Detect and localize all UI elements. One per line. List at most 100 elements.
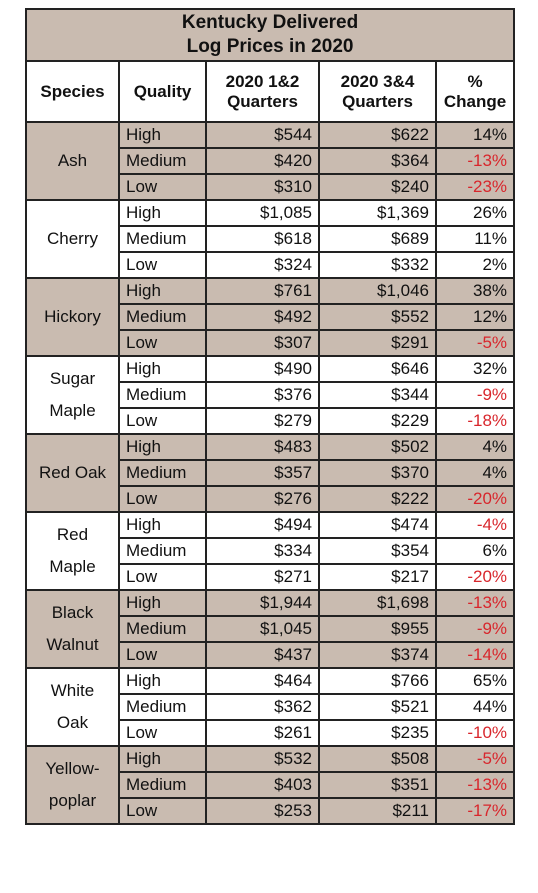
- value-cell: $1,046: [318, 277, 437, 305]
- text-line: Red: [56, 525, 89, 544]
- quality-cell: Low: [118, 251, 207, 279]
- quality-cell: Low: [118, 797, 207, 825]
- text-line: Ash: [57, 151, 88, 170]
- data-row: Low $271 $217 -20%: [26, 563, 516, 591]
- value-cell: $544: [205, 121, 320, 149]
- text-line: Sugar: [49, 369, 96, 388]
- value-cell: $483: [205, 433, 320, 461]
- text-line: Black: [51, 603, 94, 622]
- quality-cell: High: [118, 355, 207, 383]
- value-cell: $1,369: [318, 199, 437, 227]
- text-line: Quality: [133, 81, 192, 101]
- price-table: Kentucky Delivered Log Prices in 2020 Spec…: [24, 8, 516, 825]
- value-cell: -5%: [434, 329, 516, 357]
- text-line: Change: [443, 91, 507, 111]
- value-cell: $494: [205, 511, 320, 539]
- value-cell: $1,085: [205, 199, 320, 227]
- value-cell: $374: [318, 641, 437, 669]
- value-cell: 4%: [434, 459, 516, 487]
- header-cell: Quality: [118, 60, 207, 123]
- title: Kentucky Delivered Log Prices in 2020: [24, 8, 516, 62]
- value-cell: -4%: [434, 511, 516, 539]
- data-row: White Oak High $464 $766 65%: [25, 667, 516, 747]
- text-line: Maple: [49, 401, 96, 420]
- value-cell: $332: [318, 251, 437, 279]
- data-row: Low $307 $291 -5%: [26, 329, 516, 357]
- value-cell: $324: [205, 251, 320, 279]
- value-cell: $271: [205, 563, 320, 591]
- text-line: %: [467, 71, 483, 91]
- value-cell: $502: [318, 433, 437, 461]
- value-cell: $766: [318, 667, 437, 695]
- value-cell: $403: [205, 771, 320, 799]
- data-row: Low $437 $374 -14%: [26, 641, 516, 669]
- value-cell: 44%: [434, 693, 516, 721]
- quality-cell: Medium: [118, 693, 207, 721]
- text-line: Red Oak: [38, 463, 107, 482]
- text-line: Oak: [56, 713, 89, 732]
- quality-cell: Medium: [118, 537, 207, 565]
- value-cell: $490: [205, 355, 320, 383]
- data-row: Medium $357 $370 4%: [26, 459, 516, 487]
- data-row: Ash High $544 $622 14%: [25, 121, 516, 201]
- value-cell: $618: [205, 225, 320, 253]
- quality-cell: Low: [118, 407, 207, 435]
- data-row: Low $253 $211 -17%: [26, 797, 516, 825]
- text-line: White: [50, 681, 95, 700]
- value-cell: $376: [205, 381, 320, 409]
- value-cell: -9%: [434, 615, 516, 643]
- data-row: Black Walnut High $1,944 $1,698 -13%: [25, 589, 516, 669]
- value-cell: -13%: [434, 589, 516, 617]
- value-cell: $955: [318, 615, 437, 643]
- quality-cell: High: [118, 199, 207, 227]
- value-cell: $492: [205, 303, 320, 331]
- value-cell: $344: [318, 381, 437, 409]
- quality-cell: Medium: [118, 615, 207, 643]
- quality-cell: High: [118, 433, 207, 461]
- value-cell: $420: [205, 147, 320, 175]
- value-cell: $646: [318, 355, 437, 383]
- text-line: Maple: [49, 557, 96, 576]
- species-cell: White Oak: [25, 667, 120, 747]
- value-cell: $508: [318, 745, 437, 773]
- value-cell: $761: [205, 277, 320, 305]
- value-cell: $474: [318, 511, 437, 539]
- quality-cell: Medium: [118, 147, 207, 175]
- value-cell: $357: [205, 459, 320, 487]
- value-cell: 4%: [434, 433, 516, 461]
- value-cell: 6%: [434, 537, 516, 565]
- data-row: Low $324 $332 2%: [26, 251, 516, 279]
- value-cell: 26%: [434, 199, 516, 227]
- value-cell: $240: [318, 173, 437, 201]
- data-row: Medium $618 $689 11%: [26, 225, 516, 253]
- data-row: Low $279 $229 -18%: [26, 407, 516, 435]
- quality-cell: Low: [118, 719, 207, 747]
- text-line: 2020 3&4: [340, 71, 415, 91]
- value-cell: $222: [318, 485, 437, 513]
- value-cell: 14%: [434, 121, 516, 149]
- species-cell: Red Maple: [25, 511, 120, 591]
- quality-cell: High: [118, 511, 207, 539]
- text-line: poplar: [48, 791, 97, 810]
- text-line: Yellow-: [45, 759, 100, 778]
- species-cell: Ash: [25, 121, 120, 201]
- value-cell: $1,045: [205, 615, 320, 643]
- data-row: Hickory High $761 $1,046 38%: [25, 277, 516, 357]
- data-row: Sugar Maple High $490 $646 32%: [25, 355, 516, 435]
- data-row: Medium $420 $364 -13%: [26, 147, 516, 175]
- data-row: Cherry High $1,085 $1,369 26%: [25, 199, 516, 279]
- text-line: Log Prices in 2020: [186, 36, 354, 57]
- text-line: Hickory: [44, 307, 101, 326]
- quality-cell: Medium: [118, 459, 207, 487]
- value-cell: -20%: [434, 563, 516, 591]
- value-cell: $253: [205, 797, 320, 825]
- quality-cell: Low: [118, 173, 207, 201]
- value-cell: -23%: [434, 173, 516, 201]
- value-cell: 32%: [434, 355, 516, 383]
- value-cell: $217: [318, 563, 437, 591]
- quality-cell: High: [118, 667, 207, 695]
- value-cell: $291: [318, 329, 437, 357]
- value-cell: -17%: [434, 797, 516, 825]
- species-cell: Cherry: [25, 199, 120, 279]
